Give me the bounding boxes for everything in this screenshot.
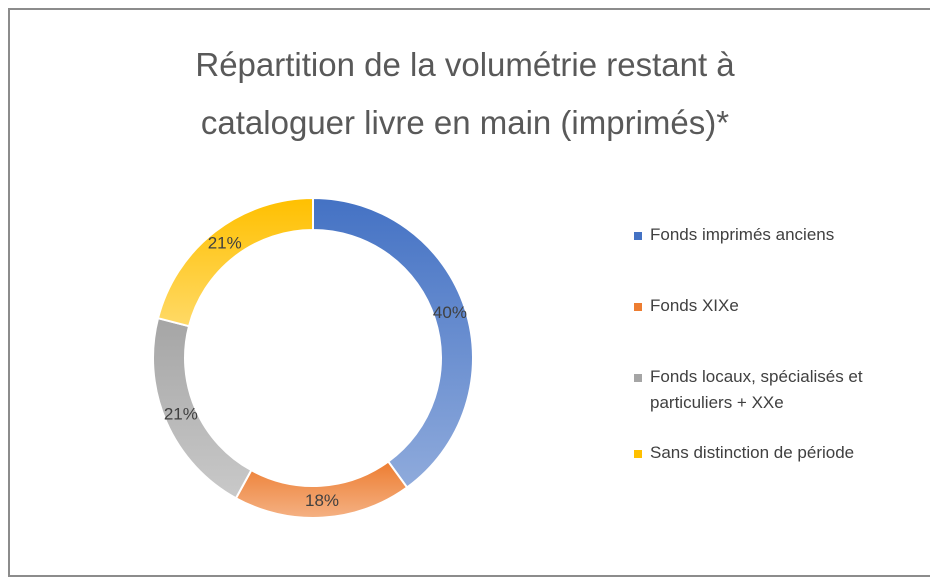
legend-swatch: [634, 232, 642, 240]
donut-segment: [312, 196, 474, 489]
data-label: 40%: [433, 303, 467, 322]
legend-swatch: [634, 450, 642, 458]
legend-swatch: [634, 374, 642, 382]
chart-title: Répartition de la volumétrie restant à c…: [195, 46, 735, 141]
title-box: Répartition de la volumétrie restant à c…: [0, 36, 930, 152]
legend-label: Fonds locaux, spécialisés et particulier…: [650, 367, 863, 412]
legend-label: Fonds XIXe: [650, 296, 739, 315]
donut-segment: [156, 196, 314, 328]
data-label: 18%: [305, 491, 339, 510]
data-label: 21%: [164, 405, 198, 424]
legend-label: Sans distinction de période: [650, 443, 855, 462]
legend: Fonds imprimés anciens Fonds XIXe Fonds lo…: [632, 222, 930, 466]
legend-item: Sans distinction de période: [632, 440, 930, 466]
legend-swatch: [634, 303, 642, 311]
legend-item: Fonds XIXe: [632, 293, 930, 319]
legend-label: Fonds imprimés anciens: [650, 225, 835, 244]
legend-item: Fonds imprimés anciens: [632, 222, 930, 248]
data-label: 21%: [208, 234, 242, 253]
legend-item: Fonds locaux, spécialisés et particulier…: [632, 364, 930, 416]
